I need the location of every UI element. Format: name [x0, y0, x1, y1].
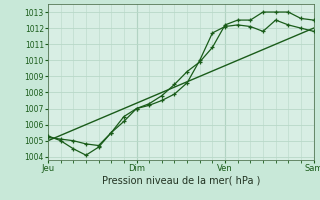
X-axis label: Pression niveau de la mer( hPa ): Pression niveau de la mer( hPa ) [102, 176, 260, 186]
